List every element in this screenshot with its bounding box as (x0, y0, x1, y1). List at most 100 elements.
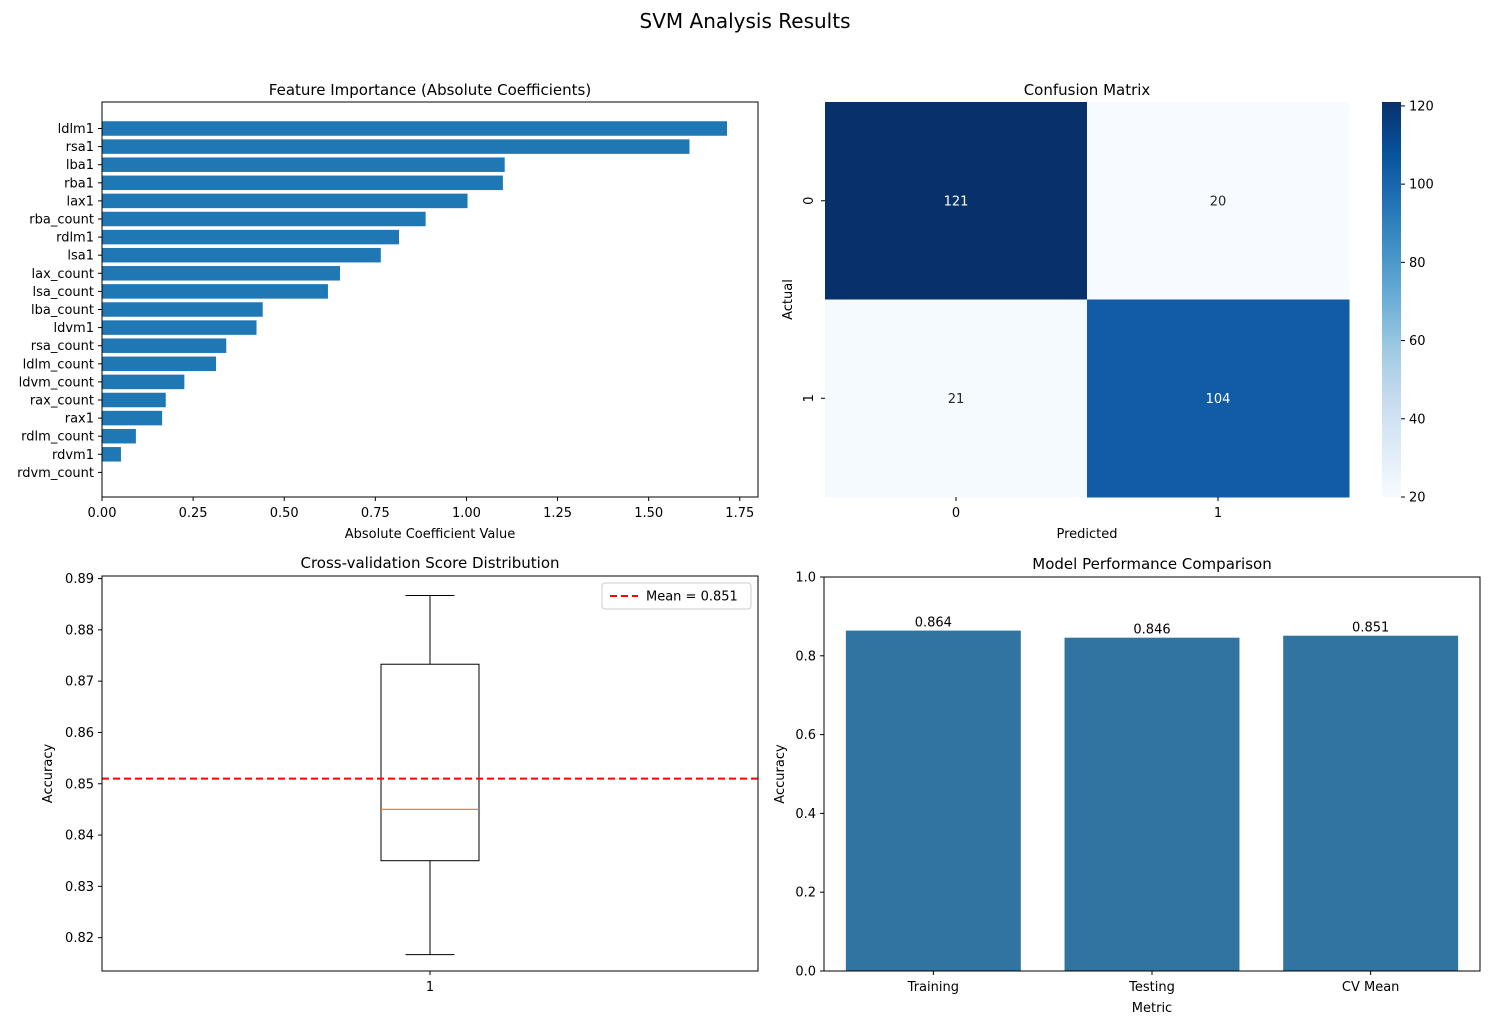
y-tick-label: 0.85 (65, 777, 94, 792)
y-tick-label: rsa1 (66, 140, 94, 155)
bar-value-label: 0.846 (1133, 623, 1170, 638)
plot-frame (823, 576, 1481, 972)
y-tick-label: rba_count (29, 213, 94, 228)
x-tick-label: 0.50 (270, 506, 299, 521)
feature-bar (102, 338, 227, 353)
y-tick-label: rdlm_count (21, 430, 94, 445)
y-tick-label: ldvm_count (19, 375, 94, 390)
y-tick-label: ldlm1 (58, 122, 94, 137)
figure-title: SVM Analysis Results (640, 9, 851, 33)
plot-frame (101, 575, 759, 972)
feature-bar (102, 157, 505, 172)
model-performance-chart: 0.864 Training 0.846 Testing 0.851 CV Mean 0.0… (773, 555, 1481, 1016)
y-tick-label: lba_count (31, 303, 94, 318)
feature-bar (102, 356, 217, 372)
y-tick-label: 1 (802, 394, 817, 402)
legend-box (601, 582, 752, 610)
y-tick-label: lax1 (66, 194, 94, 209)
x-tick-label: 0.00 (88, 506, 117, 521)
confusion-matrix-chart: 121 20 21 104 0 1 0 1 Confusion Matrix Predicted A… (781, 81, 1434, 542)
y-tick-label: lsa1 (67, 249, 94, 264)
y-tick-label: 0.89 (65, 572, 94, 587)
heatmap-cell (1087, 102, 1350, 300)
y-tick-label: 0.8 (795, 649, 816, 664)
colorbar (1382, 102, 1401, 497)
y-axis-label: Actual (781, 279, 796, 320)
heatmap-cell (825, 299, 1088, 498)
feature-bar (102, 247, 381, 263)
heatmap-cell (1087, 299, 1350, 498)
y-tick-label: lsa_count (32, 285, 94, 300)
x-tick-label: 1.00 (452, 506, 481, 521)
chart-title: Cross-validation Score Distribution (300, 554, 559, 572)
feature-bar (102, 139, 690, 154)
y-tick-label: 0.88 (65, 623, 94, 638)
colorbar-tick-label: 80 (1409, 256, 1426, 271)
cell-value: 20 (1210, 194, 1227, 209)
feature-bar (102, 175, 503, 191)
feature-bar (102, 284, 328, 299)
plot-frame (101, 101, 759, 498)
feature-bar (102, 266, 340, 281)
heatmap-cell (825, 102, 1088, 300)
cell-value: 104 (1206, 392, 1231, 407)
x-tick-label: CV Mean (1342, 980, 1400, 995)
feature-bar (102, 374, 185, 390)
y-tick-label: rdlm1 (56, 231, 94, 246)
feature-bar (102, 410, 163, 426)
feature-bar (102, 229, 400, 245)
y-tick-label: ldlm_count (23, 357, 94, 372)
iqr-box (380, 663, 480, 862)
y-tick-label: 0.84 (65, 829, 94, 844)
feature-bar (102, 211, 426, 227)
x-tick-label: 1.75 (725, 506, 754, 521)
feature-bar (102, 320, 257, 335)
metric-bar (845, 630, 1021, 971)
feature-bar (102, 392, 166, 408)
feature-bar (102, 428, 136, 444)
x-axis-label: Metric (1132, 1001, 1172, 1016)
y-tick-label: 0.2 (795, 886, 816, 901)
x-tick-label: 0.25 (179, 506, 208, 521)
colorbar-tick-label: 120 (1409, 99, 1434, 114)
y-tick-label: rax_count (30, 394, 94, 409)
metric-bar (1064, 637, 1240, 971)
y-tick-label: 0.4 (795, 807, 816, 822)
x-tick-label: Testing (1128, 980, 1175, 995)
x-axis-label: Absolute Coefficient Value (345, 527, 515, 542)
x-tick-label: 1.25 (543, 506, 572, 521)
y-tick-label: rba1 (64, 176, 94, 191)
feature-bar (102, 447, 121, 462)
metric-bar (1283, 635, 1459, 971)
chart-title: Confusion Matrix (1024, 81, 1151, 99)
y-tick-label: 0.86 (65, 726, 94, 741)
y-tick-label: rsa_count (31, 339, 94, 354)
y-tick-label: 0 (802, 197, 817, 205)
y-tick-label: rdvm_count (17, 466, 94, 481)
x-tick-label: 1 (426, 980, 434, 995)
chart-title: Model Performance Comparison (1032, 555, 1271, 573)
feature-bar (102, 302, 263, 317)
y-tick-label: rax1 (65, 412, 94, 427)
y-tick-label: rdvm1 (52, 448, 94, 463)
x-tick-label: 0 (952, 506, 960, 521)
cv-score-boxplot: 0.82 0.83 0.84 0.85 0.86 0.87 0.88 0.89 1 Mean = … (41, 554, 759, 995)
x-axis-label: Predicted (1056, 527, 1117, 542)
y-tick-label: 0.82 (65, 931, 94, 946)
legend-label: Mean = 0.851 (646, 590, 738, 605)
x-tick-label: Training (907, 980, 959, 995)
cell-value: 121 (944, 194, 969, 209)
chart-title: Feature Importance (Absolute Coefficient… (269, 81, 591, 99)
bar-value-label: 0.851 (1352, 621, 1389, 636)
x-tick-label: 1.50 (634, 506, 663, 521)
feature-bar (102, 121, 728, 136)
y-axis-label: Accuracy (41, 744, 56, 804)
y-tick-label: 0.83 (65, 880, 94, 895)
x-tick-label: 1 (1214, 506, 1222, 521)
y-tick-label: 0.87 (65, 675, 94, 690)
y-tick-label: 1.0 (795, 571, 816, 586)
colorbar-tick-label: 20 (1409, 491, 1426, 506)
colorbar-tick-label: 60 (1409, 334, 1426, 349)
y-tick-label: lba1 (66, 158, 94, 173)
bar-value-label: 0.864 (915, 616, 952, 631)
